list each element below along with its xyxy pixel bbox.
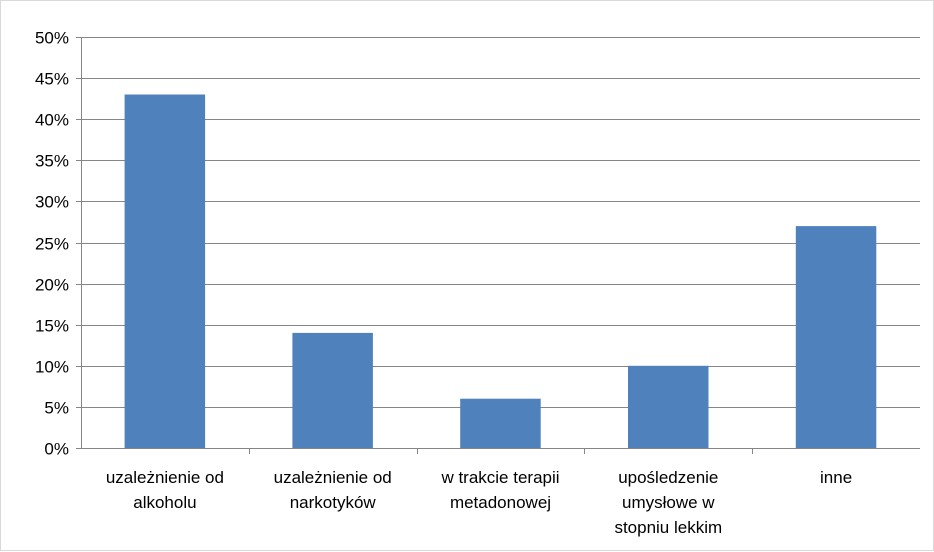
x-category-label-line: w trakcie terapii xyxy=(440,468,559,487)
x-category-label: uzależnienie od alkoholu xyxy=(106,468,224,512)
axes xyxy=(76,37,920,454)
x-category-label: w trakcie terapii metadonowej xyxy=(440,468,559,512)
x-category-label: inne xyxy=(820,468,852,487)
x-category-label-line: inne xyxy=(820,468,852,487)
y-axis-tick-labels: 0% 5% 10% 15% 20% 25% 30% 35% 40% 45% 50% xyxy=(35,29,69,459)
gridlines xyxy=(81,37,920,408)
x-category-label-line: uzależnienie od xyxy=(106,468,224,487)
y-tick-label: 40% xyxy=(35,111,69,130)
y-tick-label: 50% xyxy=(35,29,69,48)
x-category-label: upośledzenie umysłowe w stopniu lekkim xyxy=(614,468,722,537)
x-category-label: uzależnienie od narkotyków xyxy=(274,468,392,512)
bar-2 xyxy=(460,398,541,448)
x-category-label-line: umysłowe w xyxy=(622,493,715,512)
x-category-label-line: alkoholu xyxy=(133,493,196,512)
y-tick-label: 35% xyxy=(35,152,69,171)
y-tick-label: 30% xyxy=(35,193,69,212)
bar-3 xyxy=(628,365,709,448)
bars xyxy=(124,94,877,448)
bar-1 xyxy=(292,332,373,448)
x-category-label-line: metadonowej xyxy=(450,493,551,512)
y-tick-label: 20% xyxy=(35,276,69,295)
y-tick-label: 0% xyxy=(44,440,69,459)
y-tick-label: 10% xyxy=(35,358,69,377)
y-tick-label: 45% xyxy=(35,70,69,89)
x-category-label-line: uzależnienie od xyxy=(274,468,392,487)
bar-0 xyxy=(124,94,206,448)
y-tick-label: 25% xyxy=(35,235,69,254)
y-tick-label: 5% xyxy=(44,399,69,418)
x-category-label-line: narkotyków xyxy=(290,493,377,512)
x-axis-category-labels: uzależnienie od alkoholu uzależnienie od na… xyxy=(106,468,852,537)
x-category-label-line: stopniu lekkim xyxy=(614,518,722,537)
x-category-label-line: upośledzenie xyxy=(618,468,718,487)
y-tick-label: 15% xyxy=(35,317,69,336)
bar-4 xyxy=(795,226,877,448)
